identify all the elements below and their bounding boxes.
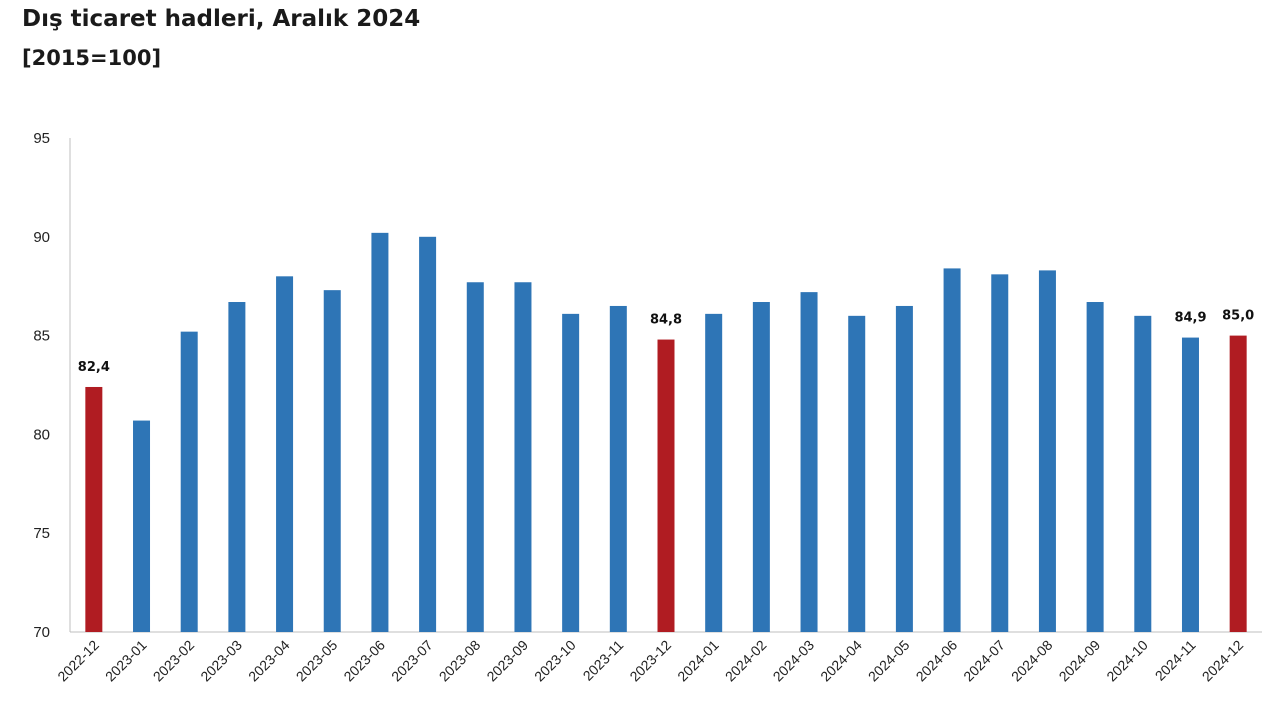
x-tick-label: 2024-10 [1103,637,1151,685]
chart-subtitle: [2015=100] [22,46,162,70]
bar [180,331,198,632]
bar [466,282,484,632]
bar [752,302,770,632]
bar [371,232,389,632]
bar [419,236,437,633]
x-tick-label: 2022-12 [54,637,102,685]
x-tick-label: 2023-12 [626,637,674,685]
x-tick-label: 2023-01 [102,637,150,685]
data-label: 82,4 [78,360,110,375]
bar-highlighted [657,339,675,632]
bar [705,313,723,632]
bar-highlighted [85,386,103,632]
y-tick-label: 90 [33,229,50,246]
y-tick-label: 80 [33,426,50,443]
bar [943,268,961,632]
x-tick-label: 2023-06 [340,637,388,685]
x-tick-label: 2024-07 [960,637,1008,685]
bar [991,274,1009,632]
bar [323,290,341,632]
bar-highlighted [1229,335,1247,632]
x-tick-label: 2023-08 [436,637,484,685]
y-tick-label: 85 [33,328,50,345]
x-tick-label: 2023-05 [293,637,341,685]
x-tick-label: 2024-08 [1008,637,1056,685]
y-tick-label: 75 [33,525,50,542]
x-tick-label: 2023-03 [197,637,245,685]
x-tick-label: 2023-07 [388,637,436,685]
bar [1134,315,1152,632]
x-tick-label: 2024-04 [817,637,865,685]
x-tick-label: 2024-12 [1199,637,1247,685]
x-tick-label: 2023-09 [483,637,531,685]
bar [228,302,246,632]
bar [800,292,818,632]
x-tick-label: 2023-04 [245,637,293,685]
bar [514,282,532,632]
x-tick-label: 2024-01 [674,637,722,685]
x-tick-label: 2024-09 [1056,637,1104,685]
chart-title: Dış ticaret hadleri, Aralık 2024 [22,6,421,32]
x-tick-label: 2024-06 [913,637,961,685]
x-tick-label: 2024-11 [1152,637,1199,684]
bar [1038,270,1056,632]
bar [1086,302,1104,632]
bar [848,315,866,632]
y-tick-label: 70 [33,624,50,641]
x-tick-label: 2023-10 [531,637,579,685]
bar [895,305,913,632]
x-tick-label: 2024-05 [865,637,913,685]
x-tick-label: 2024-02 [722,637,770,685]
bar [133,420,151,632]
x-tick-label: 2023-11 [580,637,627,684]
x-tick-label: 2023-02 [150,637,198,685]
data-label: 84,8 [650,313,682,328]
bar [609,305,627,632]
data-label: 85,0 [1222,309,1254,324]
y-tick-label: 95 [33,130,50,147]
data-label: 84,9 [1174,311,1206,326]
x-tick-label: 2024-03 [770,637,818,685]
bar [562,313,580,632]
bar [276,276,294,632]
bar [1181,337,1199,632]
